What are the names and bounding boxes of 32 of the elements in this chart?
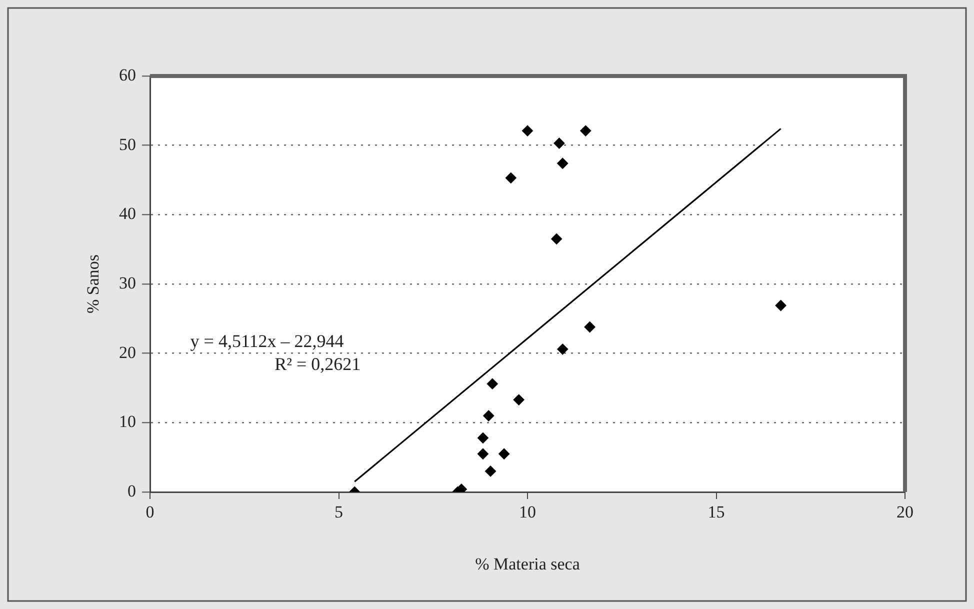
point bbox=[486, 378, 498, 390]
y-tick-label: 60 bbox=[119, 65, 136, 84]
point bbox=[513, 394, 524, 406]
point bbox=[483, 410, 494, 422]
annotation: y = 4,5112x – 22,944 bbox=[190, 330, 344, 351]
point bbox=[554, 138, 565, 149]
point bbox=[522, 125, 533, 136]
y-tick-label: 10 bbox=[119, 412, 136, 432]
y-axis-title: % Sanos bbox=[84, 254, 103, 314]
y-tick-label: 50 bbox=[119, 134, 136, 154]
point bbox=[477, 432, 488, 444]
point bbox=[557, 158, 568, 169]
point bbox=[485, 466, 496, 477]
point bbox=[580, 125, 592, 136]
point bbox=[584, 321, 596, 332]
point bbox=[551, 233, 562, 244]
y-tick-label: 40 bbox=[119, 204, 136, 224]
x-tick-label: 15 bbox=[708, 502, 725, 522]
y-tick-label: 30 bbox=[119, 273, 136, 292]
point bbox=[775, 300, 786, 311]
x-tick-label: 20 bbox=[896, 502, 914, 522]
x-tick-label: 0 bbox=[146, 502, 154, 522]
x-tick-label: 5 bbox=[334, 502, 343, 522]
point bbox=[477, 448, 488, 460]
point bbox=[498, 448, 510, 460]
x-axis-title: % Materia seca bbox=[475, 554, 580, 574]
point bbox=[505, 172, 516, 184]
x-tick-label: 10 bbox=[519, 502, 536, 522]
point bbox=[557, 344, 568, 355]
y-tick-label: 20 bbox=[119, 342, 136, 362]
annotation: R² = 0,2621 bbox=[274, 354, 361, 374]
y-tick-label: 0 bbox=[128, 481, 136, 500]
